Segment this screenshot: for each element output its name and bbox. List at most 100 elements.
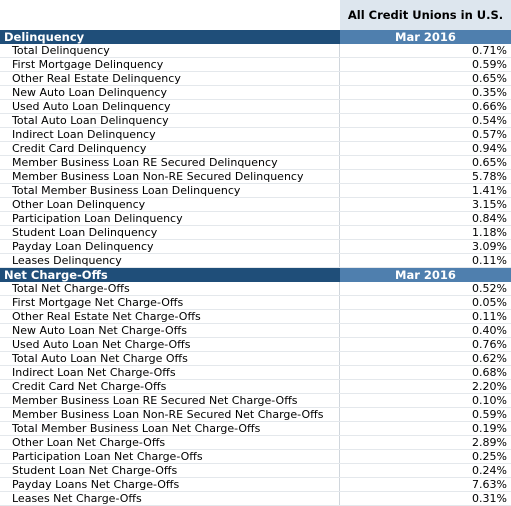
table-row: Student Loan Net Charge-Offs 0.24% xyxy=(0,464,511,478)
row-value: 0.84% xyxy=(472,212,507,225)
row-value: 1.18% xyxy=(472,226,507,239)
row-label: Member Business Loan RE Secured Delinque… xyxy=(0,156,340,169)
table-row: Indirect Loan Delinquency 0.57% xyxy=(0,128,511,142)
table-row: First Mortgage Delinquency 0.59% xyxy=(0,58,511,72)
row-label: Used Auto Loan Delinquency xyxy=(0,100,340,113)
row-value: 0.59% xyxy=(472,58,507,71)
row-label: New Auto Loan Delinquency xyxy=(0,86,340,99)
row-value: 0.25% xyxy=(472,450,507,463)
table-row: Total Auto Loan Delinquency 0.54% xyxy=(0,114,511,128)
table-row: Member Business Loan Non-RE Secured Deli… xyxy=(0,170,511,184)
row-label: Student Loan Net Charge-Offs xyxy=(0,464,340,477)
table-row: Credit Card Delinquency 0.94% xyxy=(0,142,511,156)
table-row: Other Loan Net Charge-Offs 2.89% xyxy=(0,436,511,450)
section-period: Mar 2016 xyxy=(340,268,511,282)
row-value: 0.68% xyxy=(472,366,507,379)
row-value: 0.71% xyxy=(472,44,507,57)
table-row: Other Real Estate Delinquency 0.65% xyxy=(0,72,511,86)
row-value: 0.65% xyxy=(472,72,507,85)
table-row: Indirect Loan Net Charge-Offs 0.68% xyxy=(0,366,511,380)
row-value: 0.11% xyxy=(472,310,507,323)
row-value: 0.35% xyxy=(472,86,507,99)
row-value: 3.15% xyxy=(472,198,507,211)
row-value: 0.94% xyxy=(472,142,507,155)
row-label: First Mortgage Net Charge-Offs xyxy=(0,296,340,309)
row-label: Payday Loan Delinquency xyxy=(0,240,340,253)
row-value: 3.09% xyxy=(472,240,507,253)
section-period: Mar 2016 xyxy=(340,30,511,44)
row-label: Payday Loans Net Charge-Offs xyxy=(0,478,340,491)
table-row: Total Delinquency 0.71% xyxy=(0,44,511,58)
row-value: 0.24% xyxy=(472,464,507,477)
row-label: First Mortgage Delinquency xyxy=(0,58,340,71)
table-row: Member Business Loan RE Secured Delinque… xyxy=(0,156,511,170)
row-value: 0.62% xyxy=(472,352,507,365)
row-label: Other Real Estate Delinquency xyxy=(0,72,340,85)
table-row: New Auto Loan Delinquency 0.35% xyxy=(0,86,511,100)
table-row: Total Member Business Loan Net Charge-Of… xyxy=(0,422,511,436)
table-row: Credit Card Net Charge-Offs 2.20% xyxy=(0,380,511,394)
row-value: 0.66% xyxy=(472,100,507,113)
row-label: Leases Delinquency xyxy=(0,254,340,267)
table-row: Total Net Charge-Offs 0.52% xyxy=(0,282,511,296)
table-row: New Auto Loan Net Charge-Offs 0.40% xyxy=(0,324,511,338)
row-value: 1.41% xyxy=(472,184,507,197)
table: Delinquency Mar 2016 Total Delinquency 0.71… xyxy=(0,30,511,506)
row-label: Total Member Business Loan Delinquency xyxy=(0,184,340,197)
table-row: Other Real Estate Net Charge-Offs 0.11% xyxy=(0,310,511,324)
row-label: Member Business Loan RE Secured Net Char… xyxy=(0,394,340,407)
row-value: 0.31% xyxy=(472,492,507,505)
table-row: Total Auto Loan Net Charge Offs 0.62% xyxy=(0,352,511,366)
row-value: 2.20% xyxy=(472,380,507,393)
row-value: 0.10% xyxy=(472,394,507,407)
table-row: Member Business Loan RE Secured Net Char… xyxy=(0,394,511,408)
table-row: Member Business Loan Non-RE Secured Net … xyxy=(0,408,511,422)
row-value: 0.76% xyxy=(472,338,507,351)
table-row: Payday Loan Delinquency 3.09% xyxy=(0,240,511,254)
table-row: Used Auto Loan Net Charge-Offs 0.76% xyxy=(0,338,511,352)
section-header: Delinquency Mar 2016 xyxy=(0,30,511,44)
section-title: Net Charge-Offs xyxy=(0,268,340,282)
row-label: Other Loan Delinquency xyxy=(0,198,340,211)
table-row: Other Loan Delinquency 3.15% xyxy=(0,198,511,212)
table-row: Payday Loans Net Charge-Offs 7.63% xyxy=(0,478,511,492)
row-value: 5.78% xyxy=(472,170,507,183)
row-value: 0.65% xyxy=(472,156,507,169)
row-label: Credit Card Net Charge-Offs xyxy=(0,380,340,393)
table-row: Leases Delinquency 0.11% xyxy=(0,254,511,268)
row-label: Other Loan Net Charge-Offs xyxy=(0,436,340,449)
table-row: Used Auto Loan Delinquency 0.66% xyxy=(0,100,511,114)
table-row: Participation Loan Net Charge-Offs 0.25% xyxy=(0,450,511,464)
row-value: 0.57% xyxy=(472,128,507,141)
row-value: 7.63% xyxy=(472,478,507,491)
row-label: Participation Loan Delinquency xyxy=(0,212,340,225)
table-row: First Mortgage Net Charge-Offs 0.05% xyxy=(0,296,511,310)
header: All Credit Unions in U.S. xyxy=(0,0,511,30)
row-label: Indirect Loan Net Charge-Offs xyxy=(0,366,340,379)
table-row: Total Member Business Loan Delinquency 1.… xyxy=(0,184,511,198)
table-row: Student Loan Delinquency 1.18% xyxy=(0,226,511,240)
row-label: Total Delinquency xyxy=(0,44,340,57)
row-value: 0.54% xyxy=(472,114,507,127)
row-value: 0.52% xyxy=(472,282,507,295)
row-value: 0.59% xyxy=(472,408,507,421)
row-label: Member Business Loan Non-RE Secured Net … xyxy=(0,408,340,421)
row-label: Participation Loan Net Charge-Offs xyxy=(0,450,340,463)
row-label: Member Business Loan Non-RE Secured Deli… xyxy=(0,170,340,183)
table-row: Leases Net Charge-Offs 0.31% xyxy=(0,492,511,506)
row-value: 0.19% xyxy=(472,422,507,435)
row-value: 0.40% xyxy=(472,324,507,337)
row-label: Total Net Charge-Offs xyxy=(0,282,340,295)
row-label: Other Real Estate Net Charge-Offs xyxy=(0,310,340,323)
row-label: Total Auto Loan Net Charge Offs xyxy=(0,352,340,365)
row-label: Student Loan Delinquency xyxy=(0,226,340,239)
row-label: Credit Card Delinquency xyxy=(0,142,340,155)
row-label: New Auto Loan Net Charge-Offs xyxy=(0,324,340,337)
table-row: Participation Loan Delinquency 0.84% xyxy=(0,212,511,226)
row-value: 2.89% xyxy=(472,436,507,449)
row-label: Total Member Business Loan Net Charge-Of… xyxy=(0,422,340,435)
section-title: Delinquency xyxy=(0,30,340,44)
row-value: 0.05% xyxy=(472,296,507,309)
row-label: Total Auto Loan Delinquency xyxy=(0,114,340,127)
